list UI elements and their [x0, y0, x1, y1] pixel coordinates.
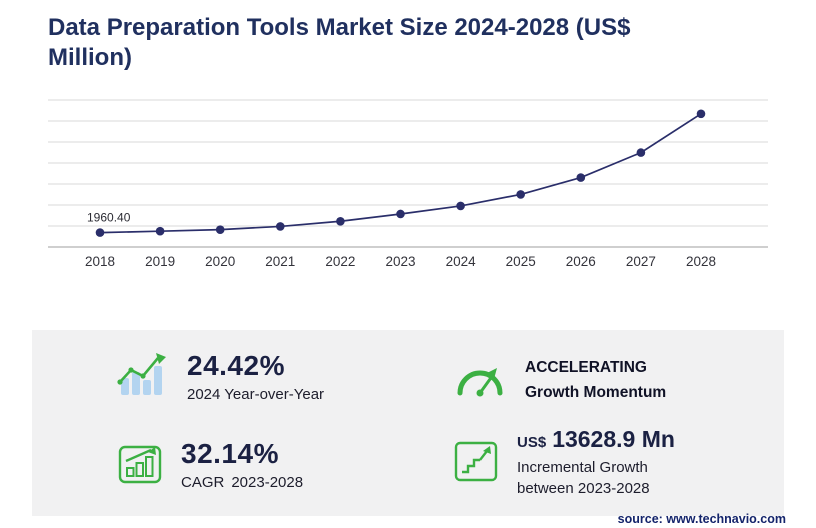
data-point — [336, 216, 345, 226]
x-tick-label: 2028 — [686, 254, 716, 269]
line-chart-canvas: 1960.40 2018 2019 2020 2021 2022 2023 2024 2025 2… — [48, 99, 768, 269]
data-point — [696, 109, 706, 119]
stat-yoy-growth: 24.42% 2024 Year-over-Year — [116, 350, 324, 403]
stat-incremental-growth: US$ 13628.9 Mn Incremental Growth between… — [452, 426, 675, 500]
stats-panel: 24.42% 2024 Year-over-Year ACCELERATING … — [32, 330, 784, 516]
data-point — [576, 173, 586, 182]
momentum-line2: Growth Momentum — [525, 383, 667, 401]
market-size-line-chart: 1960.40 2018 2019 2020 2021 2022 2023 2024 2025 2… — [48, 88, 768, 272]
incremental-value: US$ 13628.9 Mn — [517, 426, 675, 452]
x-tick-label: 2025 — [506, 254, 536, 269]
bar-chart-growth-icon — [116, 351, 170, 402]
momentum-line1: ACCELERATING — [525, 359, 647, 376]
step-growth-icon — [452, 436, 500, 489]
data-point — [276, 222, 285, 231]
speedometer-icon — [452, 357, 508, 404]
x-tick-label: 2019 — [145, 254, 175, 269]
data-point — [516, 190, 525, 199]
incremental-label: Incremental Growth between 2023-2028 — [517, 459, 650, 498]
x-tick-label: 2021 — [265, 254, 295, 269]
incremental-currency: US$ — [517, 434, 547, 451]
data-point — [215, 225, 225, 234]
data-point — [456, 201, 465, 211]
yoy-label: 2024 Year-over-Year — [187, 386, 325, 403]
x-tick-label: 2022 — [325, 254, 355, 269]
stat-cagr: 32.14% CAGR 2023-2028 — [116, 438, 303, 491]
page-title: Data Preparation Tools Market Size 2024-… — [48, 14, 631, 72]
x-tick-label: 2026 — [566, 254, 596, 269]
cagr-label: CAGR 2023-2028 — [181, 474, 304, 491]
data-point — [636, 148, 646, 157]
data-point — [95, 228, 105, 237]
stat-growth-momentum: ACCELERATING Growth Momentum — [452, 356, 666, 406]
data-point — [155, 226, 165, 236]
first-point-value-label: 1960.40 — [87, 211, 131, 225]
source-attribution: source: www.technavio.com — [617, 512, 786, 526]
x-tick-label: 2018 — [85, 254, 115, 269]
x-tick-label: 2027 — [626, 254, 656, 269]
x-tick-label: 2020 — [205, 254, 235, 269]
cagr-value: 32.14% — [181, 438, 279, 469]
x-tick-label: 2024 — [446, 254, 477, 269]
x-tick-label: 2023 — [385, 254, 415, 269]
yoy-value: 24.42% — [187, 350, 285, 381]
data-point — [396, 209, 405, 219]
framed-bar-growth-icon — [116, 438, 164, 491]
